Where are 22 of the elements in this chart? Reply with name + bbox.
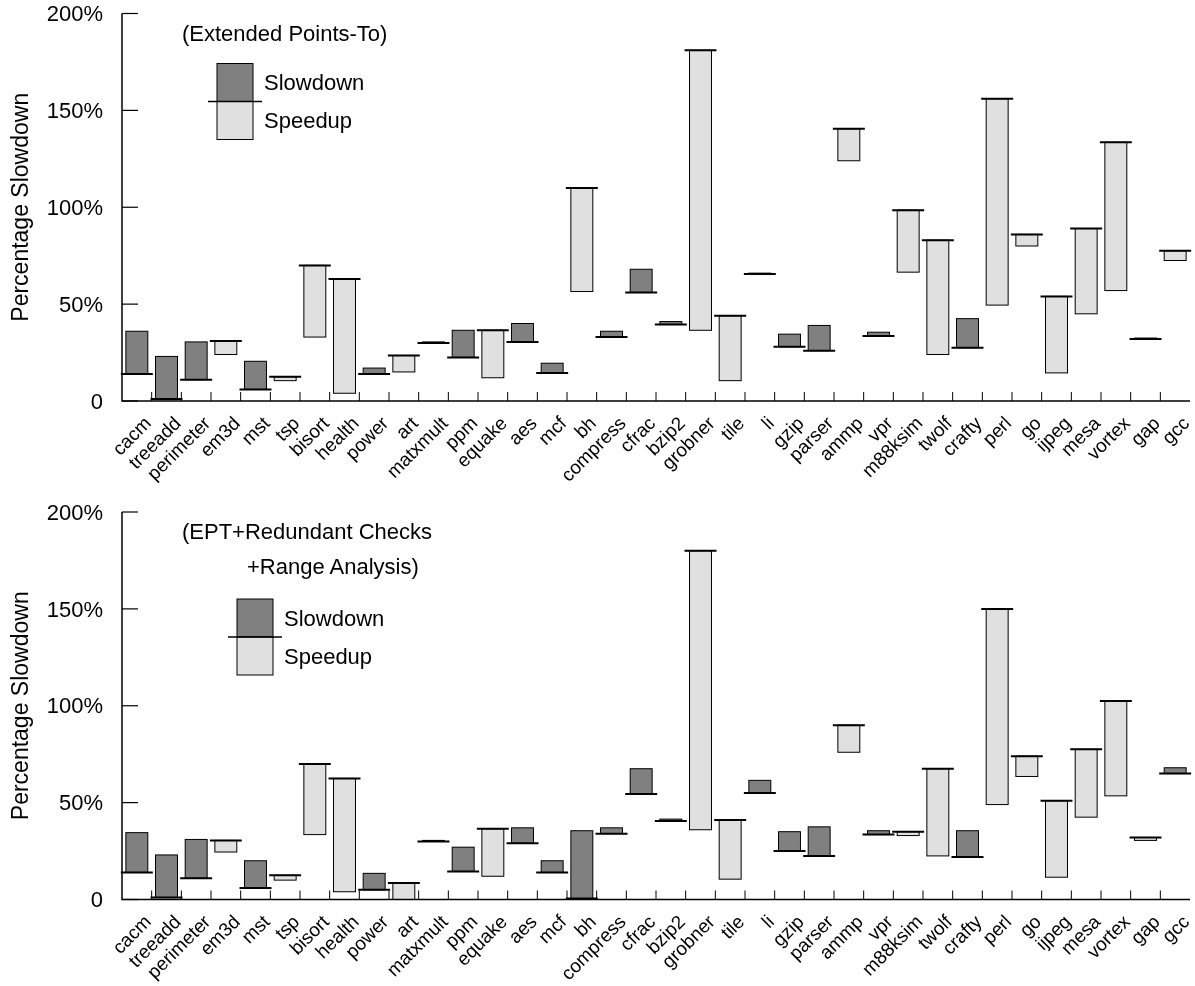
- y-axis-title: Percentage Slowdown: [7, 92, 33, 322]
- legend-label: Slowdown: [264, 70, 365, 96]
- y-tick-label: 100%: [46, 693, 103, 719]
- y-tick-label: 150%: [46, 98, 103, 124]
- y-tick-label: 50%: [58, 790, 103, 816]
- x-tick-label: li: [757, 412, 779, 434]
- x-tick-label: tile: [716, 412, 749, 445]
- y-tick-label: 0: [90, 887, 103, 913]
- y-tick-label: 200%: [46, 499, 103, 525]
- legend-label: Speedup: [284, 643, 373, 669]
- legend-label: Speedup: [264, 108, 353, 134]
- y-tick-label: 150%: [46, 596, 103, 622]
- x-tick-label: tile: [716, 910, 749, 943]
- y-tick-label: 0: [90, 388, 103, 414]
- y-axis-title: Percentage Slowdown: [7, 591, 33, 821]
- legend-label: Slowdown: [284, 605, 385, 631]
- y-tick-label: 50%: [58, 291, 103, 317]
- y-tick-label: 200%: [46, 1, 103, 27]
- x-tick-label: li: [757, 910, 779, 932]
- chart-title: (Extended Points-To): [182, 20, 388, 46]
- y-tick-label: 100%: [46, 194, 103, 220]
- text: (EPT+Redundant Checks +Range Analysis): [182, 519, 433, 579]
